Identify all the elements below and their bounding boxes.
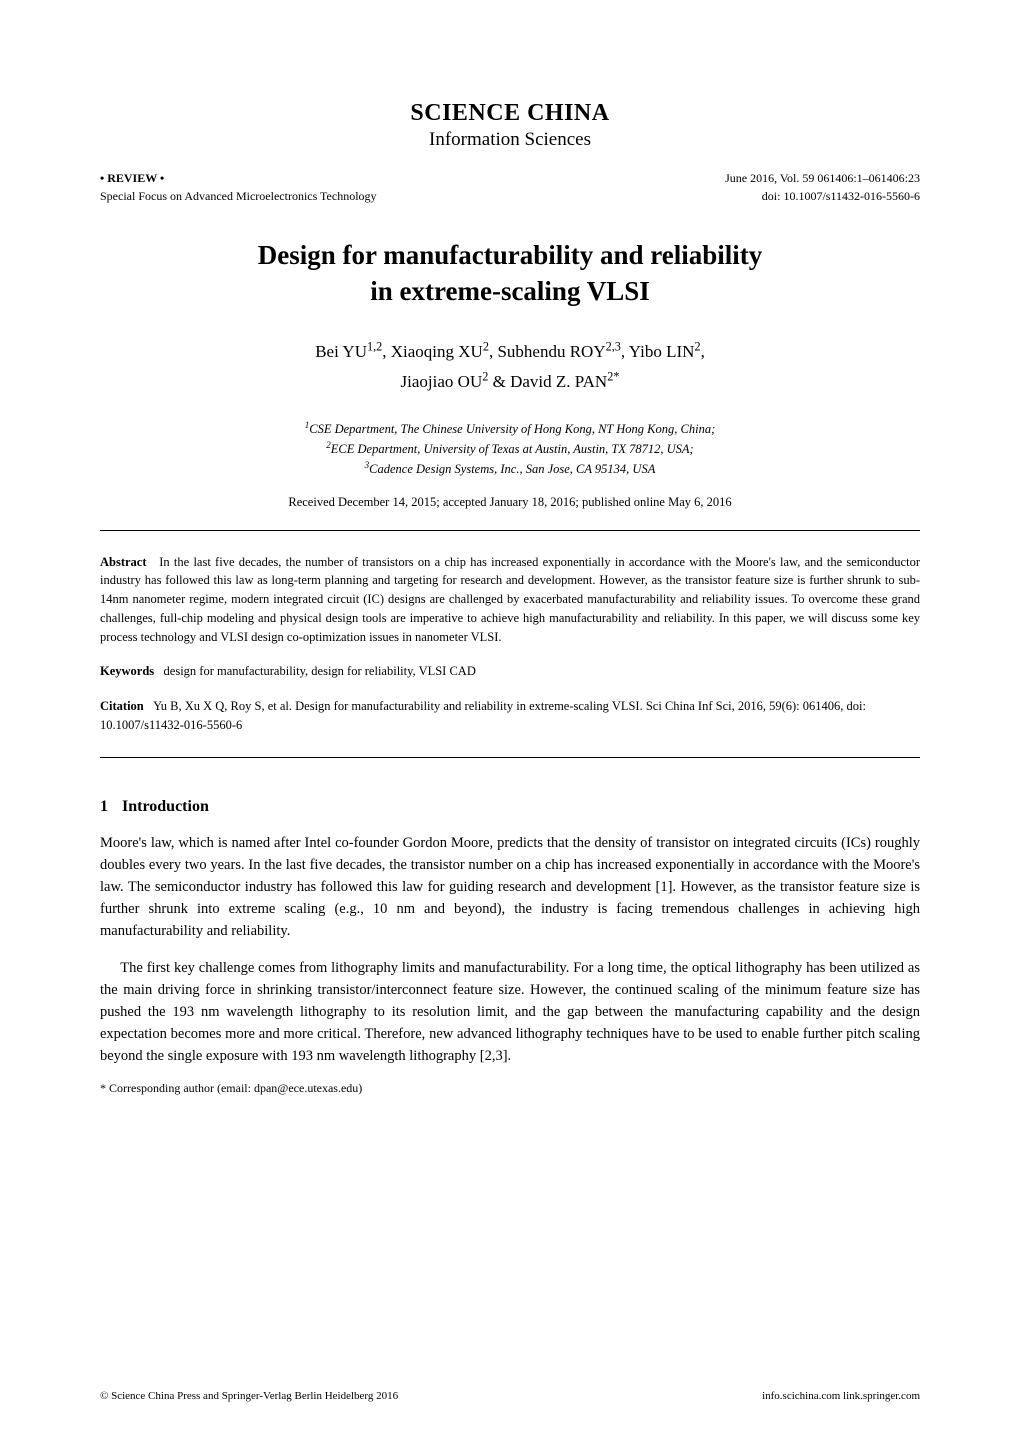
keywords: Keywords design for manufacturability, d…	[100, 664, 920, 679]
doi: doi: 10.1007/s11432-016-5560-6	[725, 187, 920, 205]
affiliation-2: 2ECE Department, University of Texas at …	[100, 439, 920, 459]
affiliations: 1CSE Department, The Chinese University …	[100, 419, 920, 479]
keywords-text: design for manufacturability, design for…	[164, 664, 476, 678]
keywords-label: Keywords	[100, 664, 154, 678]
section-1-number: 1	[100, 798, 108, 816]
review-tag: • REVIEW •	[100, 169, 377, 187]
authors: Bei YU1,2, Xiaoqing XU2, Subhendu ROY2,3…	[100, 336, 920, 397]
citation-label: Citation	[100, 699, 144, 713]
footer-right: info.scichina.com link.springer.com	[762, 1390, 920, 1402]
rule-bottom	[100, 757, 920, 758]
meta-left: • REVIEW • Special Focus on Advanced Mic…	[100, 169, 377, 205]
issue-info: June 2016, Vol. 59 061406:1–061406:23	[725, 169, 920, 187]
title-line-2: in extreme-scaling VLSI	[370, 276, 650, 306]
authors-line-1: Bei YU1,2, Xiaoqing XU2, Subhendu ROY2,3…	[315, 342, 705, 361]
received-line: Received December 14, 2015; accepted Jan…	[100, 495, 920, 510]
abstract-text: In the last five decades, the number of …	[100, 555, 920, 644]
journal-title: SCIENCE CHINA	[100, 100, 920, 127]
affiliation-3: 3Cadence Design Systems, Inc., San Jose,…	[100, 459, 920, 479]
affiliation-1: 1CSE Department, The Chinese University …	[100, 419, 920, 439]
paper-title: Design for manufacturability and reliabi…	[100, 237, 920, 310]
section-1-p2: The first key challenge comes from litho…	[100, 957, 920, 1067]
abstract-label: Abstract	[100, 555, 147, 569]
journal-subtitle: Information Sciences	[100, 129, 920, 151]
section-1-title: Introduction	[122, 798, 209, 815]
special-focus: Special Focus on Advanced Microelectroni…	[100, 187, 377, 205]
citation-text: Yu B, Xu X Q, Roy S, et al. Design for m…	[100, 699, 866, 732]
rule-top	[100, 530, 920, 531]
meta-row: • REVIEW • Special Focus on Advanced Mic…	[100, 169, 920, 205]
authors-line-2: Jiaojiao OU2 & David Z. PAN2*	[401, 372, 620, 391]
meta-right: June 2016, Vol. 59 061406:1–061406:23 do…	[725, 169, 920, 205]
section-1-heading: 1 Introduction	[100, 798, 920, 816]
journal-header: SCIENCE CHINA Information Sciences	[100, 100, 920, 151]
footer-left: © Science China Press and Springer-Verla…	[100, 1390, 398, 1402]
citation: Citation Yu B, Xu X Q, Roy S, et al. Des…	[100, 697, 920, 735]
footer: © Science China Press and Springer-Verla…	[100, 1390, 920, 1402]
title-line-1: Design for manufacturability and reliabi…	[258, 240, 763, 270]
section-1-p1: Moore's law, which is named after Intel …	[100, 832, 920, 942]
corresponding-author: * Corresponding author (email: dpan@ece.…	[100, 1081, 920, 1096]
abstract: Abstract In the last five decades, the n…	[100, 553, 920, 647]
